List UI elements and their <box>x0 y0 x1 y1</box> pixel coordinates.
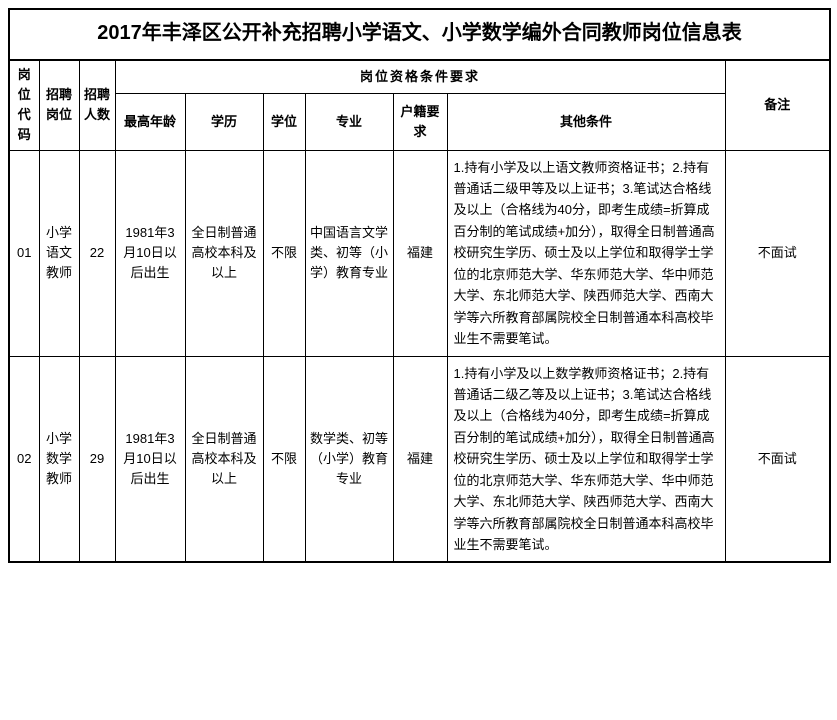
cell-education: 全日制普通高校本科及以上 <box>185 356 263 562</box>
cell-remark: 不面试 <box>725 150 830 356</box>
cell-degree: 不限 <box>263 150 305 356</box>
col-header-major: 专业 <box>305 94 393 150</box>
cell-code: 02 <box>9 356 39 562</box>
col-header-remark: 备注 <box>725 60 830 150</box>
cell-huji: 福建 <box>393 356 447 562</box>
cell-education: 全日制普通高校本科及以上 <box>185 150 263 356</box>
cell-max-age: 1981年3月10日以后出生 <box>115 150 185 356</box>
cell-remark: 不面试 <box>725 356 830 562</box>
position-info-table: 2017年丰泽区公开补充招聘小学语文、小学数学编外合同教师岗位信息表 岗位代码 … <box>8 8 831 563</box>
col-header-huji: 户籍要求 <box>393 94 447 150</box>
title-row: 2017年丰泽区公开补充招聘小学语文、小学数学编外合同教师岗位信息表 <box>9 9 830 60</box>
col-header-degree: 学位 <box>263 94 305 150</box>
cell-major: 数学类、初等（小学）教育专业 <box>305 356 393 562</box>
col-header-code: 岗位代码 <box>9 60 39 150</box>
cell-other: 1.持有小学及以上数学教师资格证书；2.持有普通话二级乙等及以上证书；3.笔试达… <box>447 356 725 562</box>
cell-huji: 福建 <box>393 150 447 356</box>
cell-count: 22 <box>79 150 115 356</box>
cell-post: 小学语文教师 <box>39 150 79 356</box>
cell-post: 小学数学教师 <box>39 356 79 562</box>
header-row-2: 最高年龄 学历 学位 专业 户籍要求 其他条件 <box>9 94 830 150</box>
table-row: 02 小学数学教师 29 1981年3月10日以后出生 全日制普通高校本科及以上… <box>9 356 830 562</box>
cell-other: 1.持有小学及以上语文教师资格证书；2.持有普通话二级甲等及以上证书；3.笔试达… <box>447 150 725 356</box>
header-row-1: 岗位代码 招聘岗位 招聘人数 岗位资格条件要求 备注 <box>9 60 830 94</box>
col-header-count: 招聘人数 <box>79 60 115 150</box>
table-title: 2017年丰泽区公开补充招聘小学语文、小学数学编外合同教师岗位信息表 <box>9 9 830 60</box>
cell-count: 29 <box>79 356 115 562</box>
col-header-requirements: 岗位资格条件要求 <box>115 60 725 94</box>
col-header-education: 学历 <box>185 94 263 150</box>
cell-code: 01 <box>9 150 39 356</box>
col-header-other: 其他条件 <box>447 94 725 150</box>
document-page: 2017年丰泽区公开补充招聘小学语文、小学数学编外合同教师岗位信息表 岗位代码 … <box>8 8 829 563</box>
cell-major: 中国语言文学类、初等（小学）教育专业 <box>305 150 393 356</box>
table-row: 01 小学语文教师 22 1981年3月10日以后出生 全日制普通高校本科及以上… <box>9 150 830 356</box>
col-header-post: 招聘岗位 <box>39 60 79 150</box>
col-header-max-age: 最高年龄 <box>115 94 185 150</box>
cell-max-age: 1981年3月10日以后出生 <box>115 356 185 562</box>
cell-degree: 不限 <box>263 356 305 562</box>
